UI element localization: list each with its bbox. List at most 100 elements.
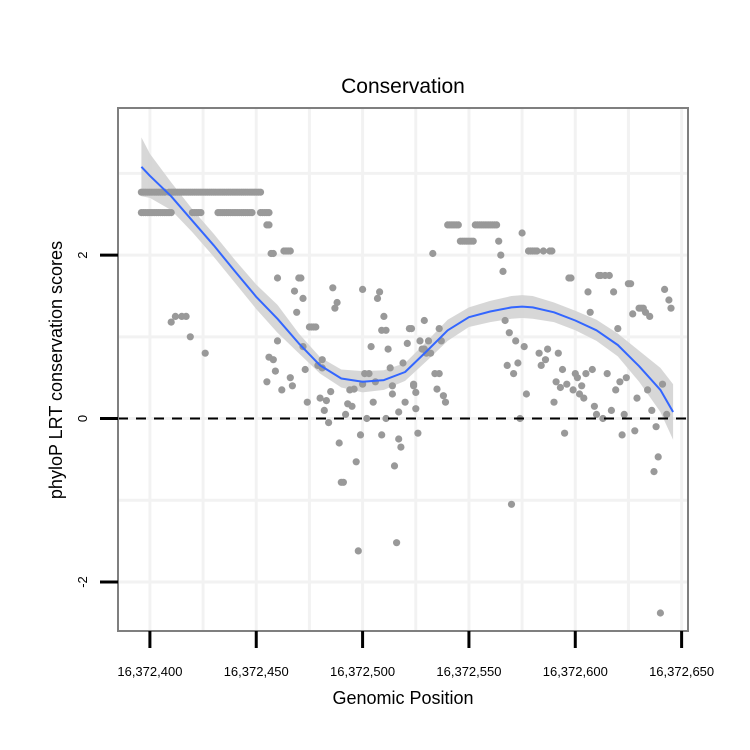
data-point xyxy=(505,329,513,337)
data-point xyxy=(286,374,294,382)
data-point xyxy=(544,345,552,353)
data-point xyxy=(569,386,577,394)
data-point xyxy=(293,308,301,316)
data-point xyxy=(454,221,462,229)
confidence-band xyxy=(141,137,674,440)
data-point xyxy=(382,414,390,423)
data-point xyxy=(297,274,305,282)
data-point xyxy=(499,267,507,275)
data-point xyxy=(248,209,256,217)
data-point xyxy=(429,249,437,258)
data-point xyxy=(335,439,343,447)
data-point xyxy=(312,323,320,331)
data-point xyxy=(518,229,526,237)
data-point xyxy=(495,237,503,245)
data-point xyxy=(556,383,565,392)
data-point xyxy=(348,402,356,410)
y-axis-title: phyloP LRT conservation scores xyxy=(46,241,66,499)
data-point xyxy=(435,325,443,333)
data-point xyxy=(663,410,671,418)
data-point xyxy=(578,382,586,390)
data-point xyxy=(290,287,299,295)
data-point xyxy=(520,343,528,351)
data-point xyxy=(412,405,420,413)
data-point xyxy=(386,364,394,372)
data-point xyxy=(167,318,175,326)
data-point xyxy=(363,414,371,423)
data-point xyxy=(652,423,660,431)
data-point xyxy=(661,285,669,293)
data-point xyxy=(395,435,403,443)
data-point xyxy=(603,370,611,378)
data-point xyxy=(584,288,592,296)
data-point xyxy=(646,312,654,320)
x-tick-label: 16,372,450 xyxy=(224,664,289,679)
data-point xyxy=(399,359,407,367)
data-point xyxy=(390,462,399,470)
data-point xyxy=(201,349,209,357)
data-point xyxy=(182,312,190,320)
data-point xyxy=(497,251,505,259)
data-point xyxy=(286,247,294,255)
data-point xyxy=(433,385,441,393)
data-point xyxy=(648,406,656,414)
data-point xyxy=(414,429,422,437)
data-point xyxy=(612,386,620,394)
data-point xyxy=(633,394,641,402)
x-tick-label: 16,372,650 xyxy=(649,664,714,679)
data-point xyxy=(622,374,630,382)
data-point xyxy=(265,209,273,217)
data-point xyxy=(263,378,271,386)
data-point xyxy=(412,388,420,396)
data-point xyxy=(329,284,337,292)
data-point xyxy=(331,304,339,312)
x-axis: 16,372,400 16,372,450 16,372,500 16,372,550… xyxy=(117,631,714,679)
data-point xyxy=(592,410,601,418)
data-point xyxy=(586,308,594,316)
loess-fit-line xyxy=(140,166,674,413)
data-point xyxy=(614,325,622,333)
data-point xyxy=(265,353,273,361)
data-point xyxy=(273,337,282,345)
data-point xyxy=(269,249,277,258)
data-point xyxy=(388,390,396,398)
y-axis: -2 0 2 xyxy=(75,251,118,588)
data-point xyxy=(629,310,637,318)
data-point xyxy=(265,221,273,229)
data-point xyxy=(171,312,179,320)
plot-panel-border xyxy=(117,107,689,632)
data-point xyxy=(273,274,282,282)
data-point xyxy=(382,326,390,334)
data-point xyxy=(607,406,616,414)
x-tick-label: 16,372,400 xyxy=(117,664,182,679)
data-point xyxy=(365,370,373,378)
data-point xyxy=(301,365,309,374)
data-point xyxy=(410,380,418,388)
data-point xyxy=(618,431,626,439)
data-points xyxy=(137,188,675,617)
data-point xyxy=(278,386,286,394)
data-point xyxy=(356,431,365,439)
data-point xyxy=(342,410,350,418)
data-point xyxy=(620,410,628,418)
data-point xyxy=(167,209,175,217)
data-point xyxy=(376,288,384,296)
data-point xyxy=(388,382,396,390)
data-point xyxy=(654,453,662,461)
data-point xyxy=(644,386,652,394)
data-point xyxy=(610,288,618,296)
data-point xyxy=(367,343,375,351)
data-point xyxy=(561,429,569,437)
data-point xyxy=(503,361,511,369)
data-point xyxy=(567,274,575,282)
data-point xyxy=(573,374,582,382)
data-point xyxy=(514,359,522,367)
data-point xyxy=(522,390,531,398)
loess-line-layer xyxy=(140,166,674,413)
y-tick-label: 2 xyxy=(75,251,90,258)
data-point xyxy=(541,356,550,364)
data-point xyxy=(407,325,416,333)
y-tick-label: -2 xyxy=(75,576,90,588)
data-point xyxy=(509,370,518,378)
